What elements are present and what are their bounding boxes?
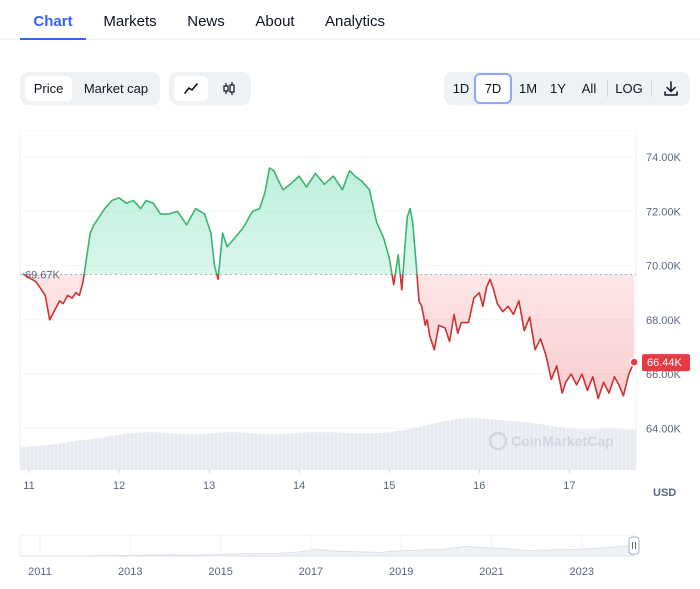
y-tick-label: 70.00K bbox=[646, 261, 682, 273]
navigator-history-area bbox=[20, 544, 635, 557]
range-all-button[interactable]: All bbox=[581, 81, 597, 96]
navigator-handle[interactable] bbox=[628, 536, 640, 555]
tab-chart[interactable]: Chart bbox=[20, 0, 86, 40]
x-tick-label: 13 bbox=[203, 480, 215, 492]
coinmarketcap-logo-icon bbox=[488, 431, 508, 451]
navigator-year-label: 2023 bbox=[570, 566, 594, 578]
navigator-year-label: 2011 bbox=[28, 566, 52, 578]
download-button[interactable] bbox=[658, 76, 684, 101]
tab-analytics[interactable]: Analytics bbox=[324, 13, 386, 30]
range-7d-button[interactable]: 7D bbox=[474, 73, 512, 104]
navigator-year-label: 2013 bbox=[118, 566, 142, 578]
candlestick-icon bbox=[223, 82, 235, 95]
price-areas bbox=[22, 168, 635, 399]
tab-markets[interactable]: Markets bbox=[103, 13, 157, 30]
coinmarketcap-watermark: CoinMarketCap bbox=[488, 431, 614, 451]
price-toggle-button[interactable]: Price bbox=[25, 76, 72, 101]
range-1d-button[interactable]: 1D bbox=[452, 81, 470, 96]
tab-news[interactable]: News bbox=[187, 13, 225, 30]
range-navigator[interactable]: 2011 2013 2015 2017 2019 2021 2023 bbox=[19, 534, 640, 578]
line-chart-button[interactable] bbox=[174, 76, 208, 101]
range-selector: 1D 7D 1M 1Y All LOG bbox=[444, 72, 690, 105]
x-tick-label: 12 bbox=[113, 480, 125, 492]
area-above-baseline bbox=[22, 168, 417, 275]
baseline-label: 69.67K bbox=[25, 270, 61, 282]
chart-type-toggle bbox=[169, 72, 251, 105]
price-line-down bbox=[22, 274, 635, 400]
x-tick-label: 11 bbox=[23, 480, 34, 492]
currency-label: USD bbox=[653, 487, 676, 499]
x-tick-label: 15 bbox=[383, 480, 395, 492]
range-1y-button[interactable]: 1Y bbox=[550, 81, 566, 96]
navigator-year-label: 2021 bbox=[479, 566, 503, 578]
log-scale-button[interactable]: LOG bbox=[615, 81, 643, 96]
line-chart-icon bbox=[184, 83, 198, 94]
download-icon bbox=[664, 81, 678, 96]
range-divider bbox=[607, 80, 608, 97]
volume-bars bbox=[20, 413, 636, 469]
navigator-year-label: 2015 bbox=[208, 566, 232, 578]
price-line-up bbox=[22, 167, 418, 275]
navigator-year-axis: 2011 2013 2015 2017 2019 2021 2023 bbox=[28, 535, 594, 578]
price-lines bbox=[22, 167, 635, 400]
navigator-year-label: 2019 bbox=[389, 566, 413, 578]
tab-about[interactable]: About bbox=[255, 13, 295, 30]
tab-bar: Chart Markets News About Analytics bbox=[0, 0, 700, 40]
range-1m-button[interactable]: 1M bbox=[518, 81, 538, 96]
y-tick-label: 72.00K bbox=[646, 206, 682, 218]
y-tick-label: 66.00K bbox=[646, 369, 682, 381]
candlestick-chart-button[interactable] bbox=[212, 76, 246, 101]
y-tick-label: 74.00K bbox=[646, 152, 682, 164]
navigator-year-label: 2017 bbox=[299, 566, 323, 578]
current-price-label: 66.44K bbox=[647, 357, 683, 369]
y-tick-label: 64.00K bbox=[646, 423, 682, 435]
current-price-badge bbox=[642, 354, 690, 372]
current-price-tag: 66.44K bbox=[642, 354, 690, 372]
x-tick-label: 14 bbox=[293, 480, 305, 492]
watermark-text: CoinMarketCap bbox=[511, 433, 614, 449]
x-tick-label: 17 bbox=[563, 480, 575, 492]
current-price-dot bbox=[629, 357, 639, 367]
area-below-baseline bbox=[22, 274, 635, 399]
x-axis: 11 12 13 14 15 16 17 bbox=[23, 469, 575, 492]
x-tick-label: 16 bbox=[473, 480, 485, 492]
market-cap-toggle-button[interactable]: Market cap bbox=[83, 81, 149, 96]
metric-toggle: Price Market cap bbox=[20, 72, 160, 105]
y-tick-label: 68.00K bbox=[646, 315, 682, 327]
price-chart[interactable]: 64.00K 66.00K 68.00K 70.00K 72.00K 74.00K Coi… bbox=[0, 130, 700, 589]
range-divider bbox=[651, 80, 652, 97]
